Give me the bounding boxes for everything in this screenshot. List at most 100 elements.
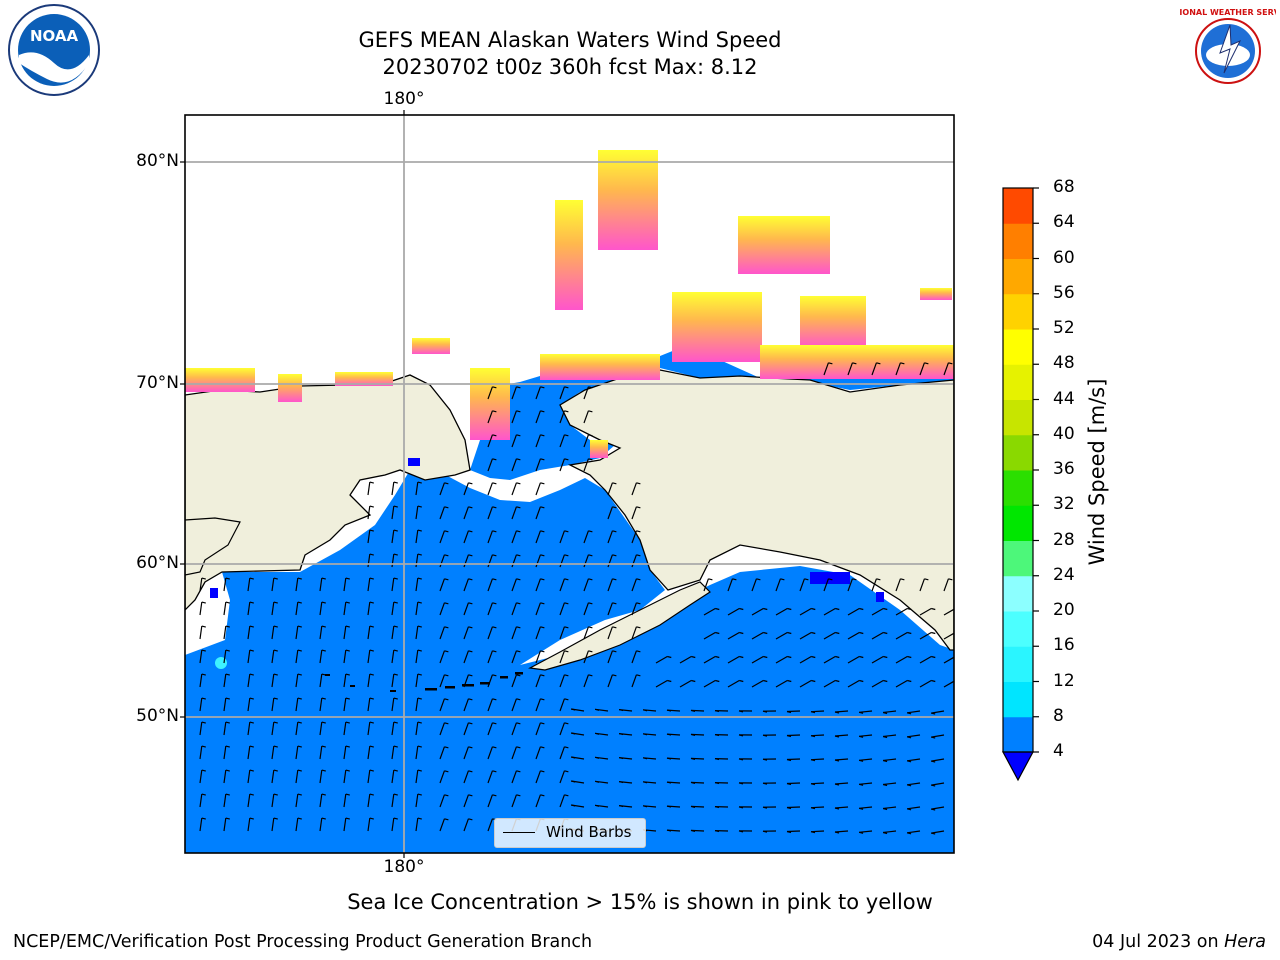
wind-barb-flag bbox=[225, 697, 230, 700]
wind-barb-flag bbox=[618, 805, 624, 808]
wind-barb-flag bbox=[594, 708, 600, 711]
wind-barb-flag bbox=[564, 530, 569, 533]
wind-barb-flag bbox=[924, 578, 929, 581]
wind-barb-flag bbox=[666, 709, 672, 712]
wind-barb bbox=[559, 386, 565, 400]
wind-barb bbox=[799, 631, 812, 640]
wind-barb bbox=[859, 830, 873, 833]
wind-barb-flag bbox=[571, 732, 576, 735]
wind-barb bbox=[799, 607, 812, 616]
wind-barb bbox=[415, 746, 419, 760]
wind-barb-flag bbox=[540, 626, 545, 629]
wind-barb-flag bbox=[882, 735, 888, 739]
wind-barb bbox=[607, 530, 613, 544]
wind-barb-flag bbox=[666, 757, 672, 760]
wind-barb bbox=[823, 362, 829, 376]
wind-barb-flag bbox=[900, 362, 905, 365]
wind-barb bbox=[871, 578, 877, 592]
wind-barb bbox=[295, 746, 299, 760]
wind-barb bbox=[439, 482, 445, 496]
wind-barb-flag bbox=[858, 783, 864, 786]
wind-barb-flag bbox=[810, 831, 816, 834]
wind-barb-flag bbox=[564, 386, 569, 389]
wind-barb bbox=[775, 655, 788, 664]
wind-barb-flag bbox=[297, 673, 302, 676]
wind-barb bbox=[271, 818, 275, 832]
wind-barb-flag bbox=[732, 578, 737, 581]
wind-barb-flag bbox=[417, 697, 422, 700]
wind-barb-flag bbox=[369, 673, 374, 676]
wind-barb bbox=[583, 674, 589, 688]
wind-barb bbox=[895, 607, 908, 616]
wind-barb-flag bbox=[834, 807, 840, 810]
wind-barb bbox=[463, 530, 469, 544]
wind-barb-flag bbox=[444, 602, 449, 605]
wind-barb-flag bbox=[690, 757, 696, 760]
wind-barb-flag bbox=[444, 554, 449, 557]
wind-barb bbox=[343, 602, 347, 616]
wind-barb bbox=[247, 602, 251, 616]
wind-barb bbox=[223, 722, 227, 736]
wind-barb-flag bbox=[948, 578, 953, 581]
wind-barb bbox=[199, 578, 203, 592]
wind-barb bbox=[391, 818, 395, 832]
noaa-logo-text: NOAA bbox=[30, 27, 79, 45]
wind-barb bbox=[295, 626, 299, 640]
wind-barb-flag bbox=[345, 625, 350, 628]
wind-barb-flag bbox=[883, 655, 888, 659]
wind-barb-flag bbox=[811, 631, 816, 635]
wind-barb bbox=[703, 679, 716, 688]
wind-barb bbox=[535, 482, 541, 496]
wind-barb-flag bbox=[564, 554, 569, 557]
wind-barb-flag bbox=[369, 769, 374, 772]
wind-barb bbox=[247, 698, 251, 712]
wind-barb-flag bbox=[516, 674, 521, 677]
wind-barb-flag bbox=[393, 769, 398, 772]
wind-barb-flag bbox=[811, 679, 816, 683]
wind-barb bbox=[439, 506, 445, 520]
wind-barb-flag bbox=[564, 650, 569, 653]
wind-barb bbox=[391, 530, 395, 544]
sea-ice-footnote: Sea Ice Concentration > 15% is shown in … bbox=[347, 890, 933, 914]
wind-barb bbox=[786, 782, 801, 785]
wind-barb-flag bbox=[931, 607, 936, 611]
wind-barb-flag bbox=[444, 578, 449, 581]
nws-logo-text: NATIONAL WEATHER SERVICE bbox=[1180, 8, 1276, 17]
wind-barb bbox=[367, 482, 371, 496]
wind-barb bbox=[367, 530, 371, 544]
wind-barb bbox=[883, 758, 897, 762]
wind-barb-flag bbox=[858, 807, 864, 810]
wind-barb bbox=[559, 794, 565, 808]
land-kamchatka bbox=[185, 517, 241, 576]
wind-barb bbox=[931, 830, 945, 834]
wind-barb bbox=[415, 674, 419, 688]
wind-barb-flag bbox=[739, 631, 744, 635]
wind-barb-flag bbox=[468, 674, 473, 677]
wind-barb-flag bbox=[588, 578, 593, 581]
wind-barb-flag bbox=[810, 759, 816, 762]
wind-barb bbox=[271, 698, 275, 712]
colorbar-segment bbox=[1003, 293, 1033, 330]
wind-barb-flag bbox=[739, 655, 744, 659]
wind-barb-flag bbox=[588, 434, 593, 437]
wind-barb bbox=[391, 506, 395, 520]
wind-barb bbox=[751, 631, 764, 640]
wind-barb-flag bbox=[321, 769, 326, 772]
wind-barb-flag bbox=[225, 649, 230, 652]
wind-barb-flag bbox=[540, 698, 545, 701]
wind-barb bbox=[199, 626, 203, 640]
wind-barb bbox=[415, 770, 419, 784]
wind-barb bbox=[631, 506, 637, 520]
footer-host: Hera bbox=[1224, 932, 1266, 952]
wind-barb-flag bbox=[714, 710, 720, 713]
wind-barb bbox=[919, 362, 925, 376]
wind-barb-flag bbox=[273, 793, 278, 796]
wind-barb-flag bbox=[273, 649, 278, 652]
colorbar-tick-label: 32 bbox=[1053, 494, 1075, 515]
wind-barb bbox=[295, 650, 299, 664]
map-frame bbox=[184, 114, 955, 854]
wind-barb bbox=[319, 818, 323, 832]
wind-barb bbox=[439, 578, 445, 592]
wind-barb-flag bbox=[907, 631, 912, 635]
wind-barb bbox=[847, 655, 860, 664]
